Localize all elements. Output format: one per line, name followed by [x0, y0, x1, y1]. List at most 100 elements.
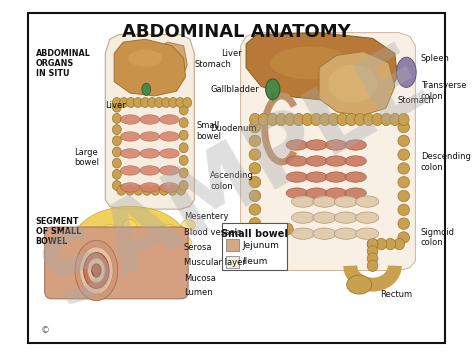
Ellipse shape [177, 236, 191, 248]
Bar [222, 223, 287, 269]
Text: Transverse
colon: Transverse colon [420, 82, 466, 101]
Ellipse shape [120, 183, 140, 192]
Ellipse shape [160, 132, 179, 141]
Ellipse shape [179, 156, 188, 165]
Ellipse shape [138, 246, 153, 257]
Ellipse shape [328, 113, 339, 126]
Ellipse shape [140, 166, 160, 175]
Ellipse shape [84, 252, 109, 288]
Ellipse shape [325, 188, 346, 198]
Polygon shape [246, 33, 398, 101]
Ellipse shape [372, 113, 383, 126]
FancyBboxPatch shape [45, 227, 188, 299]
Text: Large
bowel: Large bowel [74, 147, 99, 167]
Text: Serosa: Serosa [183, 244, 212, 252]
Text: Ileum: Ileum [243, 257, 268, 267]
Ellipse shape [293, 113, 304, 126]
Text: Gallbladder: Gallbladder [210, 85, 259, 94]
Text: Jejunum: Jejunum [243, 241, 279, 250]
Ellipse shape [142, 185, 151, 195]
Ellipse shape [117, 185, 126, 195]
Ellipse shape [356, 196, 379, 207]
Ellipse shape [398, 135, 410, 147]
Ellipse shape [398, 218, 410, 229]
Ellipse shape [140, 183, 160, 192]
Ellipse shape [142, 229, 156, 240]
Ellipse shape [249, 176, 261, 188]
Ellipse shape [394, 239, 405, 250]
Ellipse shape [283, 223, 293, 235]
Text: Liver: Liver [221, 49, 242, 58]
Ellipse shape [112, 180, 121, 190]
Ellipse shape [356, 228, 379, 239]
Ellipse shape [264, 223, 274, 235]
Ellipse shape [334, 228, 357, 239]
Text: ABDOMINAL
ORGANS
IN SITU: ABDOMINAL ORGANS IN SITU [36, 49, 91, 78]
Ellipse shape [112, 102, 121, 112]
Ellipse shape [267, 113, 278, 126]
Ellipse shape [250, 113, 260, 126]
Ellipse shape [286, 172, 308, 182]
Text: Ascending
colon: Ascending colon [210, 171, 254, 190]
Ellipse shape [75, 240, 118, 301]
Ellipse shape [112, 169, 121, 179]
Ellipse shape [292, 228, 315, 239]
Ellipse shape [398, 177, 410, 188]
Bar [227, 239, 239, 251]
Ellipse shape [398, 204, 410, 215]
Text: Blood vessels: Blood vessels [183, 228, 241, 237]
Ellipse shape [102, 224, 117, 236]
Ellipse shape [154, 258, 169, 269]
Polygon shape [154, 42, 187, 84]
Text: Lumen: Lumen [183, 288, 212, 297]
Ellipse shape [120, 115, 140, 124]
Text: Muscular layer: Muscular layer [183, 258, 246, 267]
Ellipse shape [160, 183, 179, 192]
Ellipse shape [390, 113, 401, 126]
Polygon shape [319, 52, 395, 116]
Ellipse shape [249, 135, 261, 146]
Ellipse shape [73, 206, 188, 282]
Ellipse shape [119, 98, 128, 108]
Text: Mucosa: Mucosa [183, 273, 216, 283]
Ellipse shape [258, 113, 269, 126]
Ellipse shape [83, 229, 97, 240]
Ellipse shape [155, 98, 164, 108]
Ellipse shape [325, 140, 346, 150]
Ellipse shape [398, 190, 410, 202]
Ellipse shape [249, 121, 261, 133]
Ellipse shape [398, 163, 410, 174]
Ellipse shape [345, 188, 366, 198]
Ellipse shape [306, 156, 327, 166]
Ellipse shape [346, 275, 372, 294]
Ellipse shape [120, 166, 140, 175]
Ellipse shape [313, 196, 336, 207]
Ellipse shape [126, 185, 134, 195]
Ellipse shape [367, 239, 378, 250]
Text: Rectum: Rectum [380, 289, 412, 299]
Text: Duodenum: Duodenum [210, 125, 257, 134]
Ellipse shape [398, 113, 409, 126]
Ellipse shape [249, 218, 261, 229]
Ellipse shape [112, 147, 121, 157]
Ellipse shape [376, 239, 387, 250]
Ellipse shape [151, 185, 160, 195]
Ellipse shape [273, 223, 284, 235]
Ellipse shape [249, 163, 261, 174]
Ellipse shape [140, 115, 160, 124]
Ellipse shape [381, 113, 392, 126]
Ellipse shape [345, 140, 366, 150]
Ellipse shape [112, 158, 121, 168]
Ellipse shape [88, 258, 105, 283]
Ellipse shape [179, 180, 188, 190]
Ellipse shape [286, 156, 308, 166]
Ellipse shape [122, 220, 137, 231]
Ellipse shape [76, 263, 90, 274]
Ellipse shape [328, 65, 377, 103]
Ellipse shape [160, 166, 179, 175]
Ellipse shape [364, 113, 374, 126]
Text: Small bowel: Small bowel [221, 229, 288, 239]
Ellipse shape [80, 247, 113, 294]
Polygon shape [241, 33, 415, 271]
Ellipse shape [140, 149, 160, 158]
